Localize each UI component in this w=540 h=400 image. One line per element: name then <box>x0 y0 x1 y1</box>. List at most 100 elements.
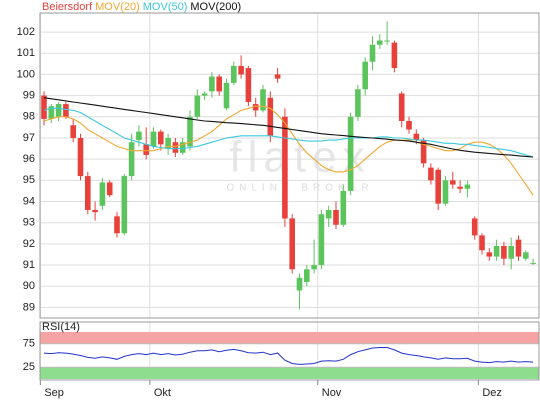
legend-entry: Beiersdorf <box>42 1 93 13</box>
candle-body <box>77 137 84 177</box>
candle-body <box>70 125 76 138</box>
candle-body <box>289 218 295 270</box>
candle-body <box>501 245 507 259</box>
candle-body <box>128 142 135 177</box>
y-tick-label: 96 <box>23 153 35 165</box>
candle-body <box>121 176 128 234</box>
candle-body <box>63 104 69 117</box>
candle-body <box>355 89 361 117</box>
candle-body <box>450 180 456 185</box>
candle-body <box>114 216 120 234</box>
candle-body <box>391 42 398 69</box>
candle-body <box>486 252 493 257</box>
candle-body <box>223 82 230 109</box>
candle-body <box>209 76 215 92</box>
candle-body <box>377 40 383 45</box>
candle-body <box>238 65 244 75</box>
x-tick-label: Sep <box>44 387 64 399</box>
candle-body <box>479 235 485 251</box>
y-tick-label: 101 <box>17 47 35 59</box>
rsi-title: RSI(14) <box>42 321 80 333</box>
candle-body <box>282 116 288 219</box>
candle-body <box>406 121 412 130</box>
candle-body <box>41 95 47 119</box>
candle-body <box>340 190 347 225</box>
candle-body <box>420 140 427 164</box>
candle-body <box>369 44 376 62</box>
candle-body <box>216 76 222 92</box>
candle-body <box>172 142 179 153</box>
rsi-border <box>39 321 540 381</box>
y-tick-label: 90 <box>23 280 35 292</box>
candle-body <box>318 214 325 266</box>
candle-body <box>362 61 368 90</box>
candle-body <box>92 209 98 213</box>
rsi-band <box>40 332 539 344</box>
y-tick-label: 89 <box>23 301 35 313</box>
y-tick-label: 95 <box>23 174 35 186</box>
candle-body <box>325 209 332 219</box>
candle-body <box>493 245 500 257</box>
candle-body <box>508 245 514 259</box>
x-tick-label: Dez <box>482 387 502 399</box>
candle-body <box>304 269 310 282</box>
candle-body <box>457 186 463 189</box>
candle-body <box>347 116 354 191</box>
candle-body <box>179 142 186 153</box>
candle-body <box>530 262 536 264</box>
candle-body <box>442 180 449 204</box>
candle-body <box>136 131 142 141</box>
candle-body <box>252 104 259 111</box>
candle-body <box>260 89 266 111</box>
candle-body <box>55 104 62 117</box>
y-tick-label: 102 <box>17 26 35 38</box>
candle-body <box>398 93 405 122</box>
candle-body <box>515 239 522 257</box>
y-tick-label: 93 <box>23 217 35 229</box>
watermark-sub: ONLINE BROKER <box>226 183 373 194</box>
rsi-line <box>43 347 534 365</box>
legend-entry: MOV(200) <box>190 1 241 13</box>
moving-average-line <box>43 97 534 158</box>
candle-body <box>311 265 317 270</box>
candle-body <box>333 209 339 225</box>
candle-body <box>201 93 208 96</box>
legend-entry: MOV(20) <box>95 1 140 13</box>
candle-body <box>428 167 434 181</box>
legend-entry: MOV(50) <box>143 1 188 13</box>
y-tick-label: 91 <box>23 259 35 271</box>
candle-body <box>231 65 237 83</box>
rsi-band <box>40 367 539 379</box>
y-tick-label: 100 <box>17 68 35 80</box>
candle-body <box>194 95 201 117</box>
candle-body <box>413 133 420 141</box>
x-tick-label: Nov <box>322 387 342 399</box>
rsi-tick-label: 25 <box>23 361 35 373</box>
x-tick-label: Okt <box>154 387 171 399</box>
candle-body <box>99 182 106 206</box>
candle-body <box>245 68 252 102</box>
candle-body <box>85 176 91 210</box>
candle-body <box>267 97 274 136</box>
candle-body <box>523 252 529 259</box>
y-tick-label: 98 <box>23 111 35 123</box>
candle-body <box>187 116 193 147</box>
candle-body <box>106 182 113 196</box>
moving-average-line <box>43 107 534 158</box>
candle-body <box>464 184 471 189</box>
candle-body <box>435 169 441 204</box>
rsi-tick-label: 75 <box>23 338 35 350</box>
candle-body <box>158 131 164 145</box>
candle-body <box>143 144 149 155</box>
candle-body <box>274 74 281 79</box>
y-tick-label: 94 <box>23 195 35 207</box>
y-tick-label: 92 <box>23 238 35 250</box>
y-tick-label: 99 <box>23 90 35 102</box>
candle-body <box>471 218 478 236</box>
y-tick-label: 97 <box>23 132 35 144</box>
candle-body <box>384 40 390 42</box>
candle-body <box>48 106 55 119</box>
candle-body <box>150 131 157 147</box>
candle-body <box>165 137 171 149</box>
